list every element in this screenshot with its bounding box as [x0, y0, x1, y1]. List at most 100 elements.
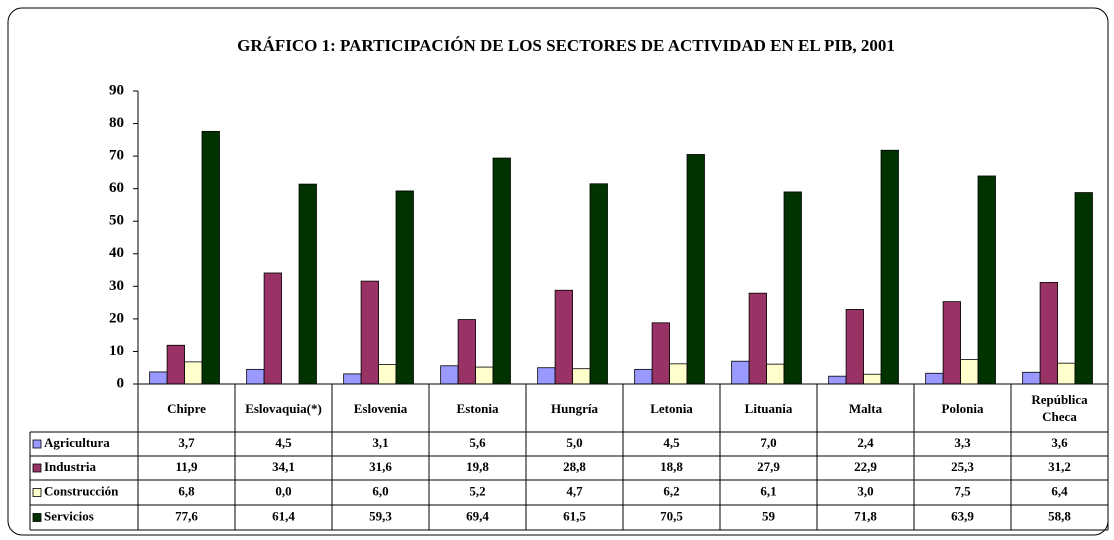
bar: [686, 154, 705, 385]
bar: [783, 191, 802, 385]
chart-title: GRÁFICO 1: PARTICIPACIÓN DE LOS SECTORES…: [237, 36, 895, 55]
bar: [149, 371, 168, 385]
table-value: 59,3: [369, 508, 392, 523]
table-value: 4,5: [663, 435, 680, 450]
legend-label: Servicios: [44, 508, 94, 523]
table-value: 3,3: [954, 435, 971, 450]
table-value: 6,4: [1051, 483, 1068, 498]
bar: [298, 183, 317, 385]
table-value: 22,9: [854, 459, 877, 474]
bar: [166, 344, 185, 385]
table-value: 3,1: [372, 435, 388, 450]
table-value: 7,0: [760, 435, 776, 450]
bar: [977, 175, 996, 385]
bar: [457, 319, 476, 385]
bar: [634, 368, 653, 385]
table-value: 58,8: [1048, 508, 1071, 523]
table-value: 61,5: [563, 508, 586, 523]
chart-frame: [7, 7, 1109, 536]
table-value: 5,2: [469, 483, 485, 498]
bar: [925, 372, 944, 385]
table-value: 0,0: [275, 483, 291, 498]
table-value: 71,8: [854, 508, 877, 523]
x-tick-label-box: Estonia: [456, 400, 499, 416]
table-value: 77,6: [175, 508, 198, 523]
x-tick-label-box: República Checa: [1031, 392, 1088, 424]
y-tick-label: 30: [109, 278, 124, 294]
bar: [246, 368, 265, 385]
y-tick-label: 10: [109, 343, 124, 359]
table-value: 3,6: [1051, 435, 1068, 450]
bar: [572, 368, 591, 385]
bar: [378, 364, 397, 385]
x-tick-label-box: Eslovenia: [354, 401, 407, 416]
x-tick-label: Hungría: [551, 400, 598, 416]
table-value: 63,9: [951, 508, 974, 523]
table-value: 61,4: [272, 508, 295, 523]
bar: [184, 361, 203, 385]
y-tick-label: 70: [109, 148, 124, 164]
table-value: 28,8: [563, 459, 586, 474]
x-tick-label: Chipre: [167, 400, 206, 416]
bar: [845, 309, 864, 385]
table-value: 25,3: [951, 459, 974, 474]
bar: [589, 183, 608, 385]
bar: [537, 367, 556, 385]
x-tick-label: Estonia: [456, 400, 499, 416]
table-value: 31,2: [1048, 459, 1071, 474]
bar: [1057, 362, 1076, 385]
x-tick-label-box: Hungría: [551, 400, 598, 416]
bar: [360, 280, 379, 385]
table-value: 4,7: [566, 483, 583, 498]
bar: [731, 360, 750, 385]
x-tick-label: República Checa: [1031, 392, 1088, 424]
bar: [669, 363, 688, 385]
bar: [263, 272, 282, 385]
table-value: 3,0: [857, 483, 873, 498]
y-tick-label: 80: [109, 115, 124, 131]
table-value: 31,6: [369, 459, 392, 474]
bar: [942, 301, 961, 385]
table-value: 7,5: [954, 483, 971, 498]
bar: [343, 373, 362, 385]
x-tick-label-box: Polonia: [941, 400, 984, 416]
bar: [960, 359, 979, 385]
table-value: 5,0: [566, 435, 582, 450]
bar: [395, 190, 414, 385]
x-tick-label-box: Malta: [849, 401, 882, 416]
table-value: 69,4: [466, 508, 489, 523]
bar: [554, 289, 573, 385]
legend-label: Construcción: [44, 483, 119, 498]
x-tick-label-box: Lituania: [744, 400, 793, 416]
bar: [201, 130, 220, 385]
table-value: 2,4: [857, 435, 874, 450]
table-value: 70,5: [660, 508, 683, 523]
table-value: 34,1: [272, 459, 295, 474]
table-value: 11,9: [175, 459, 198, 474]
x-tick-label-box: Letonia: [650, 401, 693, 416]
bar: [475, 366, 494, 385]
x-tick-label: Polonia: [941, 400, 984, 416]
table-value: 59: [762, 508, 776, 523]
table-value: 19,8: [466, 459, 489, 474]
legend-swatch: [32, 463, 42, 473]
table-value: 27,9: [757, 459, 780, 474]
y-tick-label: 0: [117, 375, 125, 391]
x-tick-label: Lituania: [744, 400, 793, 416]
legend-swatch: [32, 513, 42, 522]
bar: [440, 365, 459, 385]
bar: [748, 292, 767, 385]
table-value: 6,1: [760, 483, 776, 498]
table-value: 6,8: [178, 483, 195, 498]
y-tick-label: 60: [109, 180, 124, 196]
bar: [863, 373, 882, 385]
table-value: 3,7: [178, 435, 195, 450]
bar: [492, 157, 511, 385]
y-tick-label: 90: [109, 82, 124, 98]
legend-label: Industria: [44, 459, 97, 474]
y-tick-label: 50: [109, 213, 124, 229]
x-tick-label: Eslovaquia(*): [245, 400, 322, 416]
legend-label: Agricultura: [44, 435, 110, 450]
y-tick-label: 40: [109, 245, 124, 261]
